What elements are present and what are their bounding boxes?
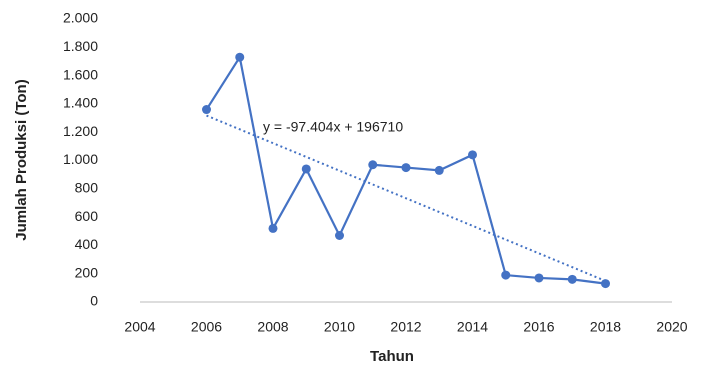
y-tick-label: 200	[75, 264, 99, 280]
data-point	[301, 164, 311, 174]
y-axis-title: Jumlah Produksi (Ton)	[13, 79, 30, 240]
y-tick-label: 1.600	[63, 66, 98, 82]
x-tick-label: 2018	[590, 319, 621, 335]
data-point	[235, 52, 245, 62]
data-point	[202, 105, 211, 115]
x-tick-label: 2012	[390, 319, 421, 335]
data-point	[268, 223, 278, 233]
y-tick-label: 1.200	[63, 123, 98, 139]
trendline-equation: y = -97.404x + 196710	[263, 119, 403, 135]
x-tick-label: 2020	[656, 319, 687, 335]
x-tick-label: 2014	[457, 319, 488, 335]
x-tick-label: 2004	[124, 319, 155, 335]
x-tick-label: 2016	[523, 319, 554, 335]
data-point	[501, 270, 511, 280]
trendline	[206, 114, 606, 282]
y-tick-label: 0	[90, 293, 98, 309]
x-tick-label: 2006	[191, 319, 222, 335]
data-point	[335, 230, 344, 240]
y-tick-label: 1.400	[63, 95, 98, 111]
x-tick-label: 2010	[324, 319, 355, 335]
data-point	[368, 160, 378, 170]
data-point	[401, 163, 411, 173]
x-axis-title: Tahun	[370, 348, 414, 365]
data-point	[567, 274, 577, 284]
y-tick-label: 600	[75, 208, 99, 224]
data-point	[468, 150, 477, 160]
y-tick-label: 1.800	[63, 38, 98, 54]
y-tick-label: 1.000	[63, 151, 98, 167]
y-tick-label: 2.000	[63, 10, 98, 26]
y-tick-label: 800	[75, 180, 99, 196]
data-point	[601, 279, 610, 289]
data-point	[534, 273, 544, 283]
y-tick-label: 400	[75, 236, 99, 252]
x-tick-label: 2008	[257, 319, 288, 335]
data-point	[434, 165, 444, 175]
